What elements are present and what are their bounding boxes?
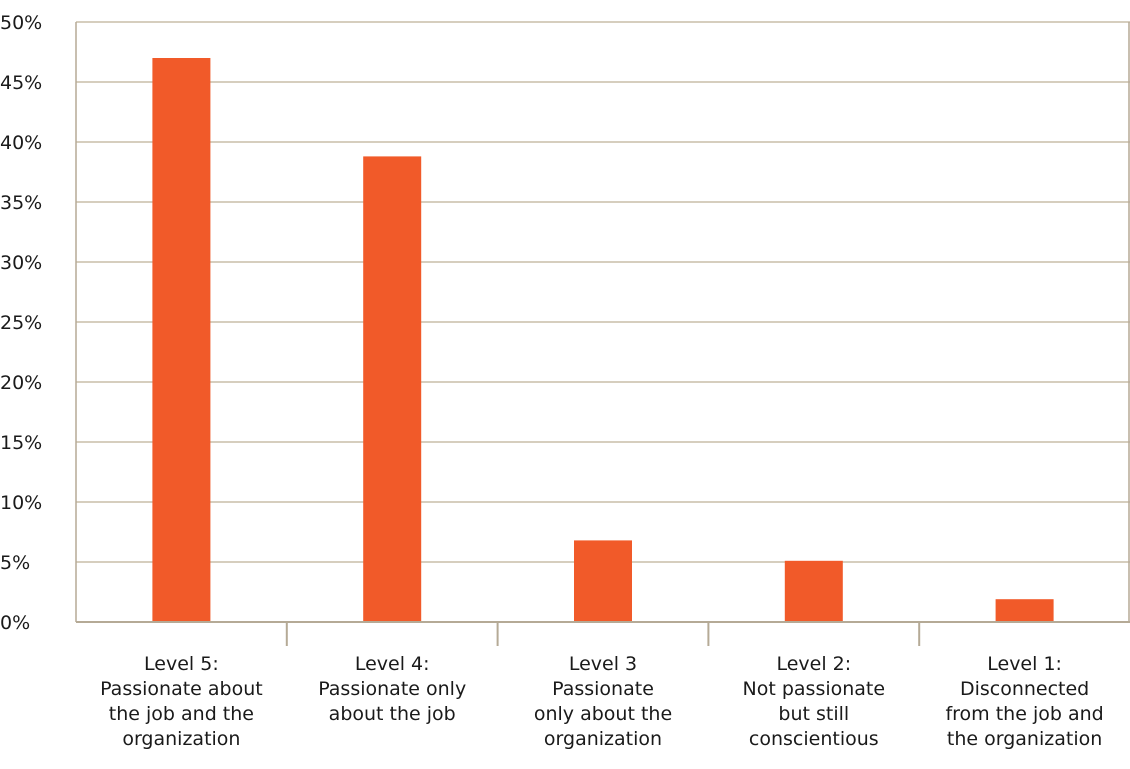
x-category-label-line: about the job xyxy=(329,703,456,725)
y-tick-label: 25% xyxy=(0,312,42,334)
x-category-labels: Level 5: Passionate about the job and the o… xyxy=(100,653,1104,750)
y-tick-label: 35% xyxy=(0,192,42,214)
x-category-label-line: from the job and xyxy=(945,703,1103,725)
y-tick-label: 15% xyxy=(0,432,42,454)
x-category-label-line: Level 2: xyxy=(776,653,851,675)
x-category-label-line: Not passionate xyxy=(743,678,886,700)
y-tick-label: 40% xyxy=(0,132,42,154)
bar-layer xyxy=(152,58,1054,622)
x-category-label-line: Level 3 xyxy=(569,653,637,675)
bar xyxy=(995,599,1054,622)
y-tick-label: 30% xyxy=(0,252,42,274)
x-category-label-line: organization xyxy=(544,728,662,750)
x-category-label-line: Passionate only xyxy=(318,678,466,700)
axis-layer xyxy=(75,22,1130,646)
bar xyxy=(363,156,422,622)
x-category-label-line: Passionate xyxy=(552,678,654,700)
grid-layer xyxy=(76,21,1130,563)
x-category-label-line: the job and the xyxy=(109,703,254,725)
x-category-label-line: Level 4: xyxy=(355,653,430,675)
x-category-label-line: Level 1: xyxy=(987,653,1062,675)
x-category-label-line: only about the xyxy=(534,703,672,725)
y-tick-label: 5% xyxy=(0,552,30,574)
y-tick-label: 10% xyxy=(0,492,42,514)
x-category-label: Level 1: Disconnected from the job and the … xyxy=(945,653,1103,750)
x-category-label-line: organization xyxy=(122,728,240,750)
x-category-label-line: Disconnected xyxy=(960,678,1089,700)
y-tick-labels: 0% 5% 10% 15% 20% 25% 30% 35% 40% 45% 50% xyxy=(0,12,42,634)
x-category-label: Level 5: Passionate about the job and the o… xyxy=(100,653,263,750)
bar xyxy=(574,540,632,622)
y-tick-label: 20% xyxy=(0,372,42,394)
x-category-label: Level 2: Not passionate but still conscient… xyxy=(743,653,886,750)
x-category-label-line: Passionate about xyxy=(100,678,263,700)
x-category-label-line: the organization xyxy=(947,728,1102,750)
y-tick-label: 45% xyxy=(0,72,42,94)
x-category-label-line: Level 5: xyxy=(144,653,219,675)
x-category-label: Level 3 Passionate only about the organizat… xyxy=(534,653,672,750)
x-category-label-line: but still xyxy=(778,703,849,725)
bar xyxy=(152,58,211,622)
y-tick-label: 0% xyxy=(0,612,30,634)
x-category-label: Level 4: Passionate only about the job xyxy=(318,653,466,725)
x-category-label-line: conscientious xyxy=(749,728,879,750)
y-tick-label: 50% xyxy=(0,12,42,34)
bar xyxy=(784,560,843,622)
